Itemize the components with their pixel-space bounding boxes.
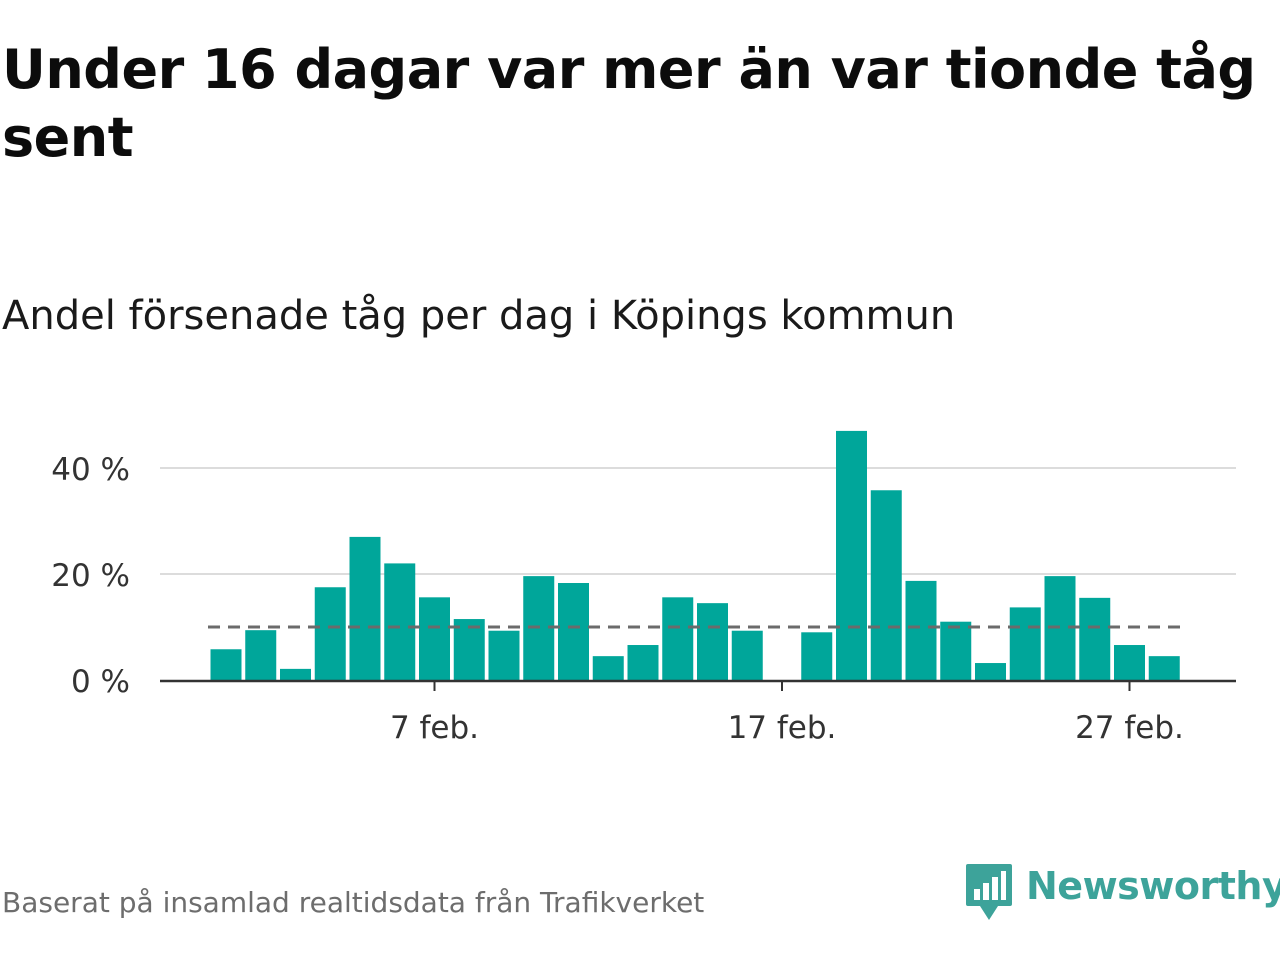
x-tick-label: 7 feb.	[390, 710, 479, 746]
bar	[905, 580, 937, 680]
axes	[160, 679, 1236, 691]
bar	[836, 430, 867, 680]
tick-labels: 0 % 20 % 40 % 7 feb. 17 feb. 27 feb.	[51, 452, 1184, 746]
bar	[1009, 607, 1041, 680]
bar	[349, 536, 381, 680]
x-tick-label: 17 feb.	[728, 710, 837, 746]
bar	[697, 603, 728, 680]
bar	[975, 663, 1006, 680]
bar	[592, 656, 624, 680]
chart-title: Under 16 dagar var mer än var tionde tåg…	[2, 38, 1256, 169]
y-tick-label: 0 %	[71, 664, 130, 700]
bar	[558, 583, 589, 680]
chart-subtitle: Andel försenade tåg per dag i Köpings ko…	[2, 293, 956, 339]
y-tick-label: 20 %	[51, 558, 130, 594]
bar	[384, 563, 416, 680]
source-note: Baserat på insamlad realtidsdata från Tr…	[2, 886, 705, 919]
y-tick-label: 40 %	[51, 452, 130, 488]
bar	[1114, 645, 1145, 680]
bar	[453, 619, 485, 680]
bar	[314, 587, 346, 680]
bar	[627, 645, 659, 680]
bar	[940, 621, 972, 680]
bar	[245, 630, 277, 680]
x-tick-label: 27 feb.	[1075, 710, 1184, 746]
grid-lines	[160, 467, 1236, 575]
bar	[280, 668, 311, 680]
bar	[870, 490, 902, 680]
newsworthy-logo-icon	[966, 864, 1012, 920]
bar	[210, 649, 242, 680]
newsworthy-logo: Newsworthy	[964, 862, 1280, 926]
brand-name: Newsworthy	[1026, 864, 1280, 908]
bar	[419, 597, 450, 680]
bar	[662, 597, 694, 680]
bar	[801, 632, 833, 680]
bar	[1079, 597, 1111, 680]
bar	[488, 630, 520, 680]
bar	[1148, 656, 1180, 680]
bar	[731, 630, 763, 680]
